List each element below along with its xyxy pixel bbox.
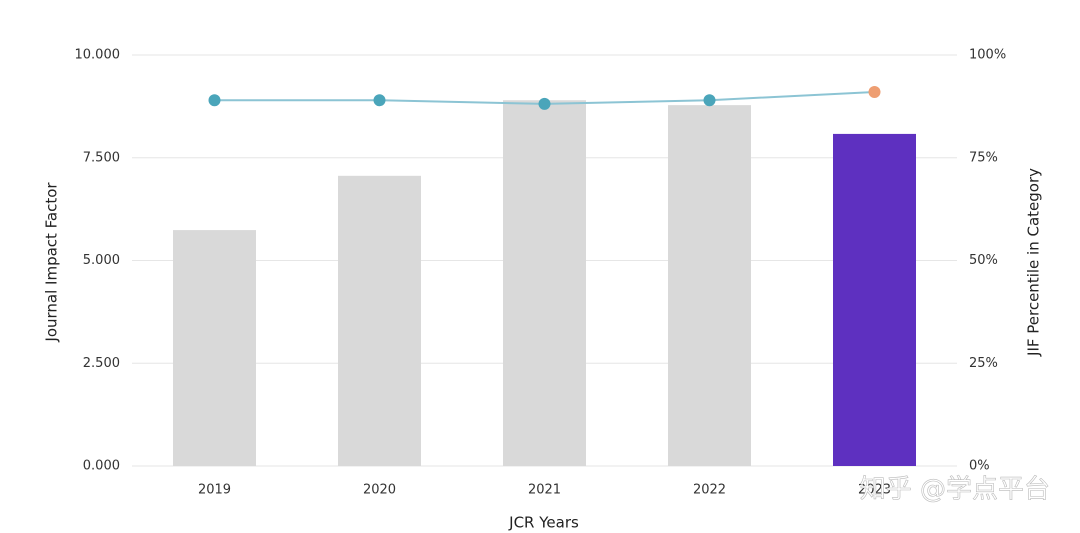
- y2-tick-label: 25%: [969, 356, 998, 371]
- line-point: [538, 97, 551, 110]
- line-point: [868, 85, 881, 98]
- bar: [338, 175, 421, 467]
- y-tick-label: 0.000: [83, 459, 120, 474]
- y2-axis-title: JIF Percentile in Category: [1025, 168, 1043, 357]
- x-tick-label: 2020: [363, 483, 396, 498]
- x-tick-label: 2021: [528, 483, 561, 498]
- y2-tick-label: 75%: [969, 150, 998, 165]
- y-tick-label: 7.500: [83, 150, 120, 165]
- line-point: [373, 94, 386, 107]
- x-tick-label: 2019: [198, 483, 231, 498]
- y2-tick-label: 0%: [969, 459, 990, 474]
- y-tick-label: 2.500: [83, 356, 120, 371]
- bar: [173, 230, 256, 466]
- bar: [503, 100, 586, 467]
- x-tick-label: 2023: [858, 483, 891, 498]
- line-point: [703, 94, 716, 107]
- x-axis-title: JCR Years: [508, 514, 579, 532]
- y-tick-label: 10.000: [75, 48, 121, 63]
- bar: [833, 133, 916, 467]
- bar: [668, 105, 751, 466]
- y2-tick-label: 100%: [969, 48, 1006, 63]
- y-tick-label: 5.000: [83, 253, 120, 268]
- y-axis-title: Journal Impact Factor: [43, 182, 61, 343]
- y2-tick-label: 50%: [969, 253, 998, 268]
- line-point: [208, 94, 221, 107]
- x-tick-label: 2022: [693, 483, 726, 498]
- watermark: 知乎 @学点平台: [860, 475, 1050, 505]
